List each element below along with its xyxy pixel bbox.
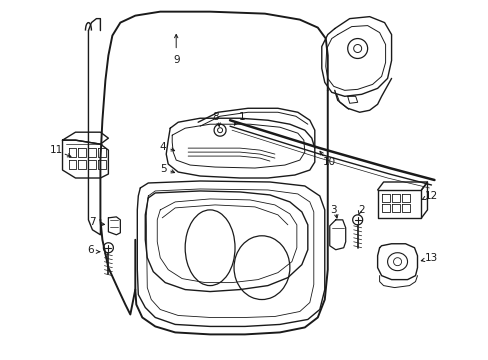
Text: 3: 3 [330, 205, 336, 215]
Text: 7: 7 [89, 217, 96, 227]
Text: 10: 10 [323, 157, 336, 167]
Text: 4: 4 [160, 142, 166, 152]
Text: 9: 9 [173, 55, 179, 66]
Text: 5: 5 [160, 164, 166, 174]
Text: 6: 6 [87, 245, 94, 255]
Text: 12: 12 [424, 191, 437, 201]
Text: 11: 11 [50, 145, 63, 155]
Text: 2: 2 [358, 205, 364, 215]
Text: 13: 13 [424, 253, 437, 263]
Text: 1: 1 [238, 112, 245, 122]
Text: 8: 8 [211, 112, 218, 122]
